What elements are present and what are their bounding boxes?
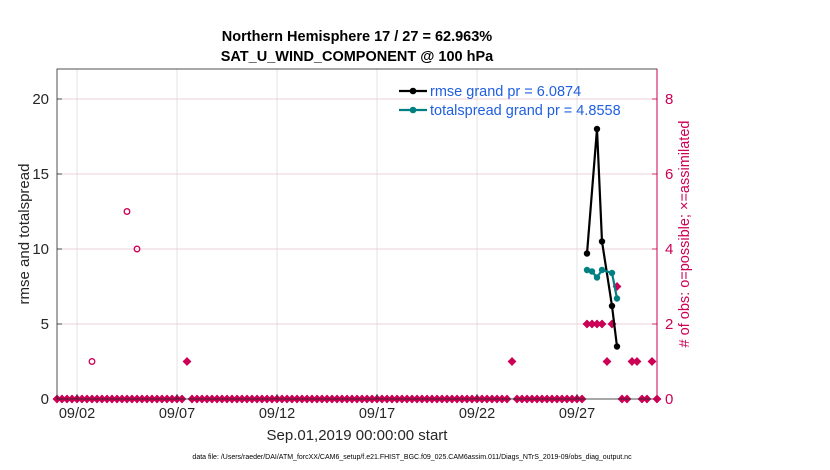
rmse-point [598,238,606,245]
chart-title-line2: SAT_U_WIND_COMPONENT @ 100 hPa [221,49,494,65]
totalspread-point [593,274,601,281]
totalspread-point [608,269,616,277]
y-tick-label-right: 6 [665,166,673,183]
totalspread-point [583,266,591,274]
obs-possible-marker [133,245,141,253]
footnote: data file: /Users/raeder/DAI/ATM_forcXX/… [192,454,632,461]
y-axis-label-right: # of obs: o=possible; ×=assimilated [677,121,693,348]
grid-layer [57,69,657,399]
legend-entry-rmse: rmse grand pr = 6.0874 [399,84,581,100]
series-layer [583,125,621,350]
legend-label-rmse: rmse grand pr = 6.0874 [430,84,581,100]
y-tick-label-left: 5 [41,316,49,333]
legend-entry-totalspread: totalspread grand pr = 4.8558 [399,103,621,119]
rmse-point [593,125,601,133]
y-tick-label-left: 0 [41,391,49,408]
totalspread-point [598,266,606,274]
rmse-line [585,128,619,347]
y-tick-label-left: 20 [32,91,49,108]
y-tick-label-right: 0 [665,391,673,408]
rmse-point [608,302,616,310]
obs-possible-marker [88,358,96,365]
y-tick-label-right: 8 [665,91,673,108]
x-tick-label: 09/17 [359,406,395,422]
y-tick-label-left: 15 [32,166,49,183]
y-tick-label-right: 4 [665,241,673,258]
y-axis-label-left: rmse and totalspread [16,164,33,305]
rmse-point [583,250,591,257]
y-tick-label-right: 2 [665,316,673,333]
totalspread-point [588,268,596,275]
axis-layer: 09/02 09/07 09/12 09/17 09/22 09/27 0 5 10 15 20 0 2… [32,69,673,422]
x-tick-label: 09/02 [59,406,95,422]
x-tick-label: 09/22 [459,406,495,422]
legend: rmse grand pr = 6.0874 totalspread grand… [399,84,621,119]
obs-layer [52,208,662,404]
y-tick-label-left: 10 [32,241,49,258]
x-tick-label: 09/12 [259,406,295,422]
totalspread-point [613,295,621,302]
rmse-point [613,343,621,350]
x-tick-label: 09/07 [159,406,195,422]
legend-label-totalspread: totalspread grand pr = 4.8558 [430,103,621,119]
chart-title-line1: Northern Hemisphere 17 / 27 = 62.963% [222,29,493,45]
obs-possible-marker [123,208,131,215]
x-tick-label: 09/27 [559,406,595,422]
x-axis-label: Sep.01,2019 00:00:00 start [267,427,449,444]
